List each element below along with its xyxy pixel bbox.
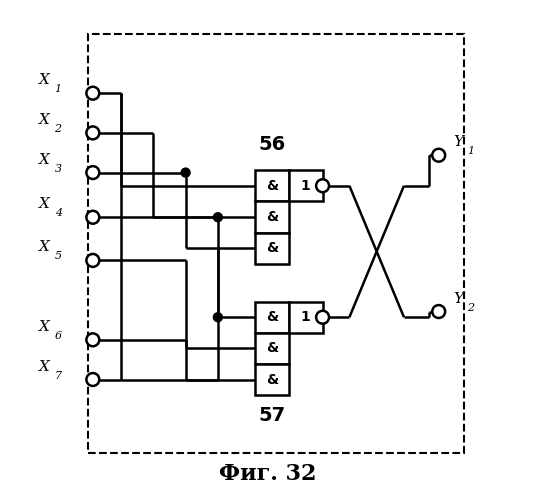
Text: &: &	[266, 179, 278, 193]
Bar	[289, 301, 323, 333]
Text: X: X	[39, 360, 50, 374]
Text: Y: Y	[454, 291, 464, 305]
Circle shape	[213, 213, 223, 222]
Text: 7: 7	[55, 370, 62, 381]
Text: &: &	[266, 310, 278, 324]
Text: &: &	[266, 241, 278, 255]
Bar	[88, 33, 463, 453]
Text: 1: 1	[301, 179, 311, 193]
Circle shape	[86, 166, 100, 179]
Text: 56: 56	[258, 135, 286, 154]
Text: 6: 6	[55, 331, 62, 341]
Text: 57: 57	[258, 406, 286, 425]
Text: X: X	[39, 320, 50, 334]
Circle shape	[86, 211, 100, 224]
Bar	[255, 170, 289, 202]
Bar	[255, 202, 289, 233]
Bar	[255, 233, 289, 264]
Text: X: X	[39, 241, 50, 254]
Text: 2: 2	[55, 124, 62, 134]
Text: 4: 4	[55, 208, 62, 218]
Circle shape	[181, 168, 190, 177]
Text: 5: 5	[55, 251, 62, 261]
Circle shape	[432, 149, 445, 162]
Circle shape	[316, 179, 329, 192]
Circle shape	[86, 373, 100, 386]
Text: X: X	[39, 73, 50, 87]
Circle shape	[86, 254, 100, 267]
Text: X: X	[39, 113, 50, 127]
Text: 1: 1	[301, 310, 311, 324]
Circle shape	[86, 333, 100, 346]
Bar	[289, 170, 323, 202]
Text: &: &	[266, 341, 278, 355]
Bar	[255, 333, 289, 364]
Circle shape	[213, 313, 223, 322]
Bar	[255, 301, 289, 333]
Text: &: &	[266, 373, 278, 387]
Text: Y: Y	[454, 135, 464, 149]
Circle shape	[86, 126, 100, 139]
Text: 1: 1	[468, 146, 475, 156]
Circle shape	[86, 87, 100, 100]
Text: 2: 2	[468, 302, 475, 312]
Text: 1: 1	[55, 84, 62, 94]
Text: 3: 3	[55, 164, 62, 174]
Text: X: X	[39, 153, 50, 167]
Bar	[255, 364, 289, 395]
Text: Фиг. 32: Фиг. 32	[219, 463, 316, 485]
Text: &: &	[266, 210, 278, 224]
Text: X: X	[39, 197, 50, 211]
Circle shape	[432, 305, 445, 318]
Circle shape	[316, 311, 329, 324]
